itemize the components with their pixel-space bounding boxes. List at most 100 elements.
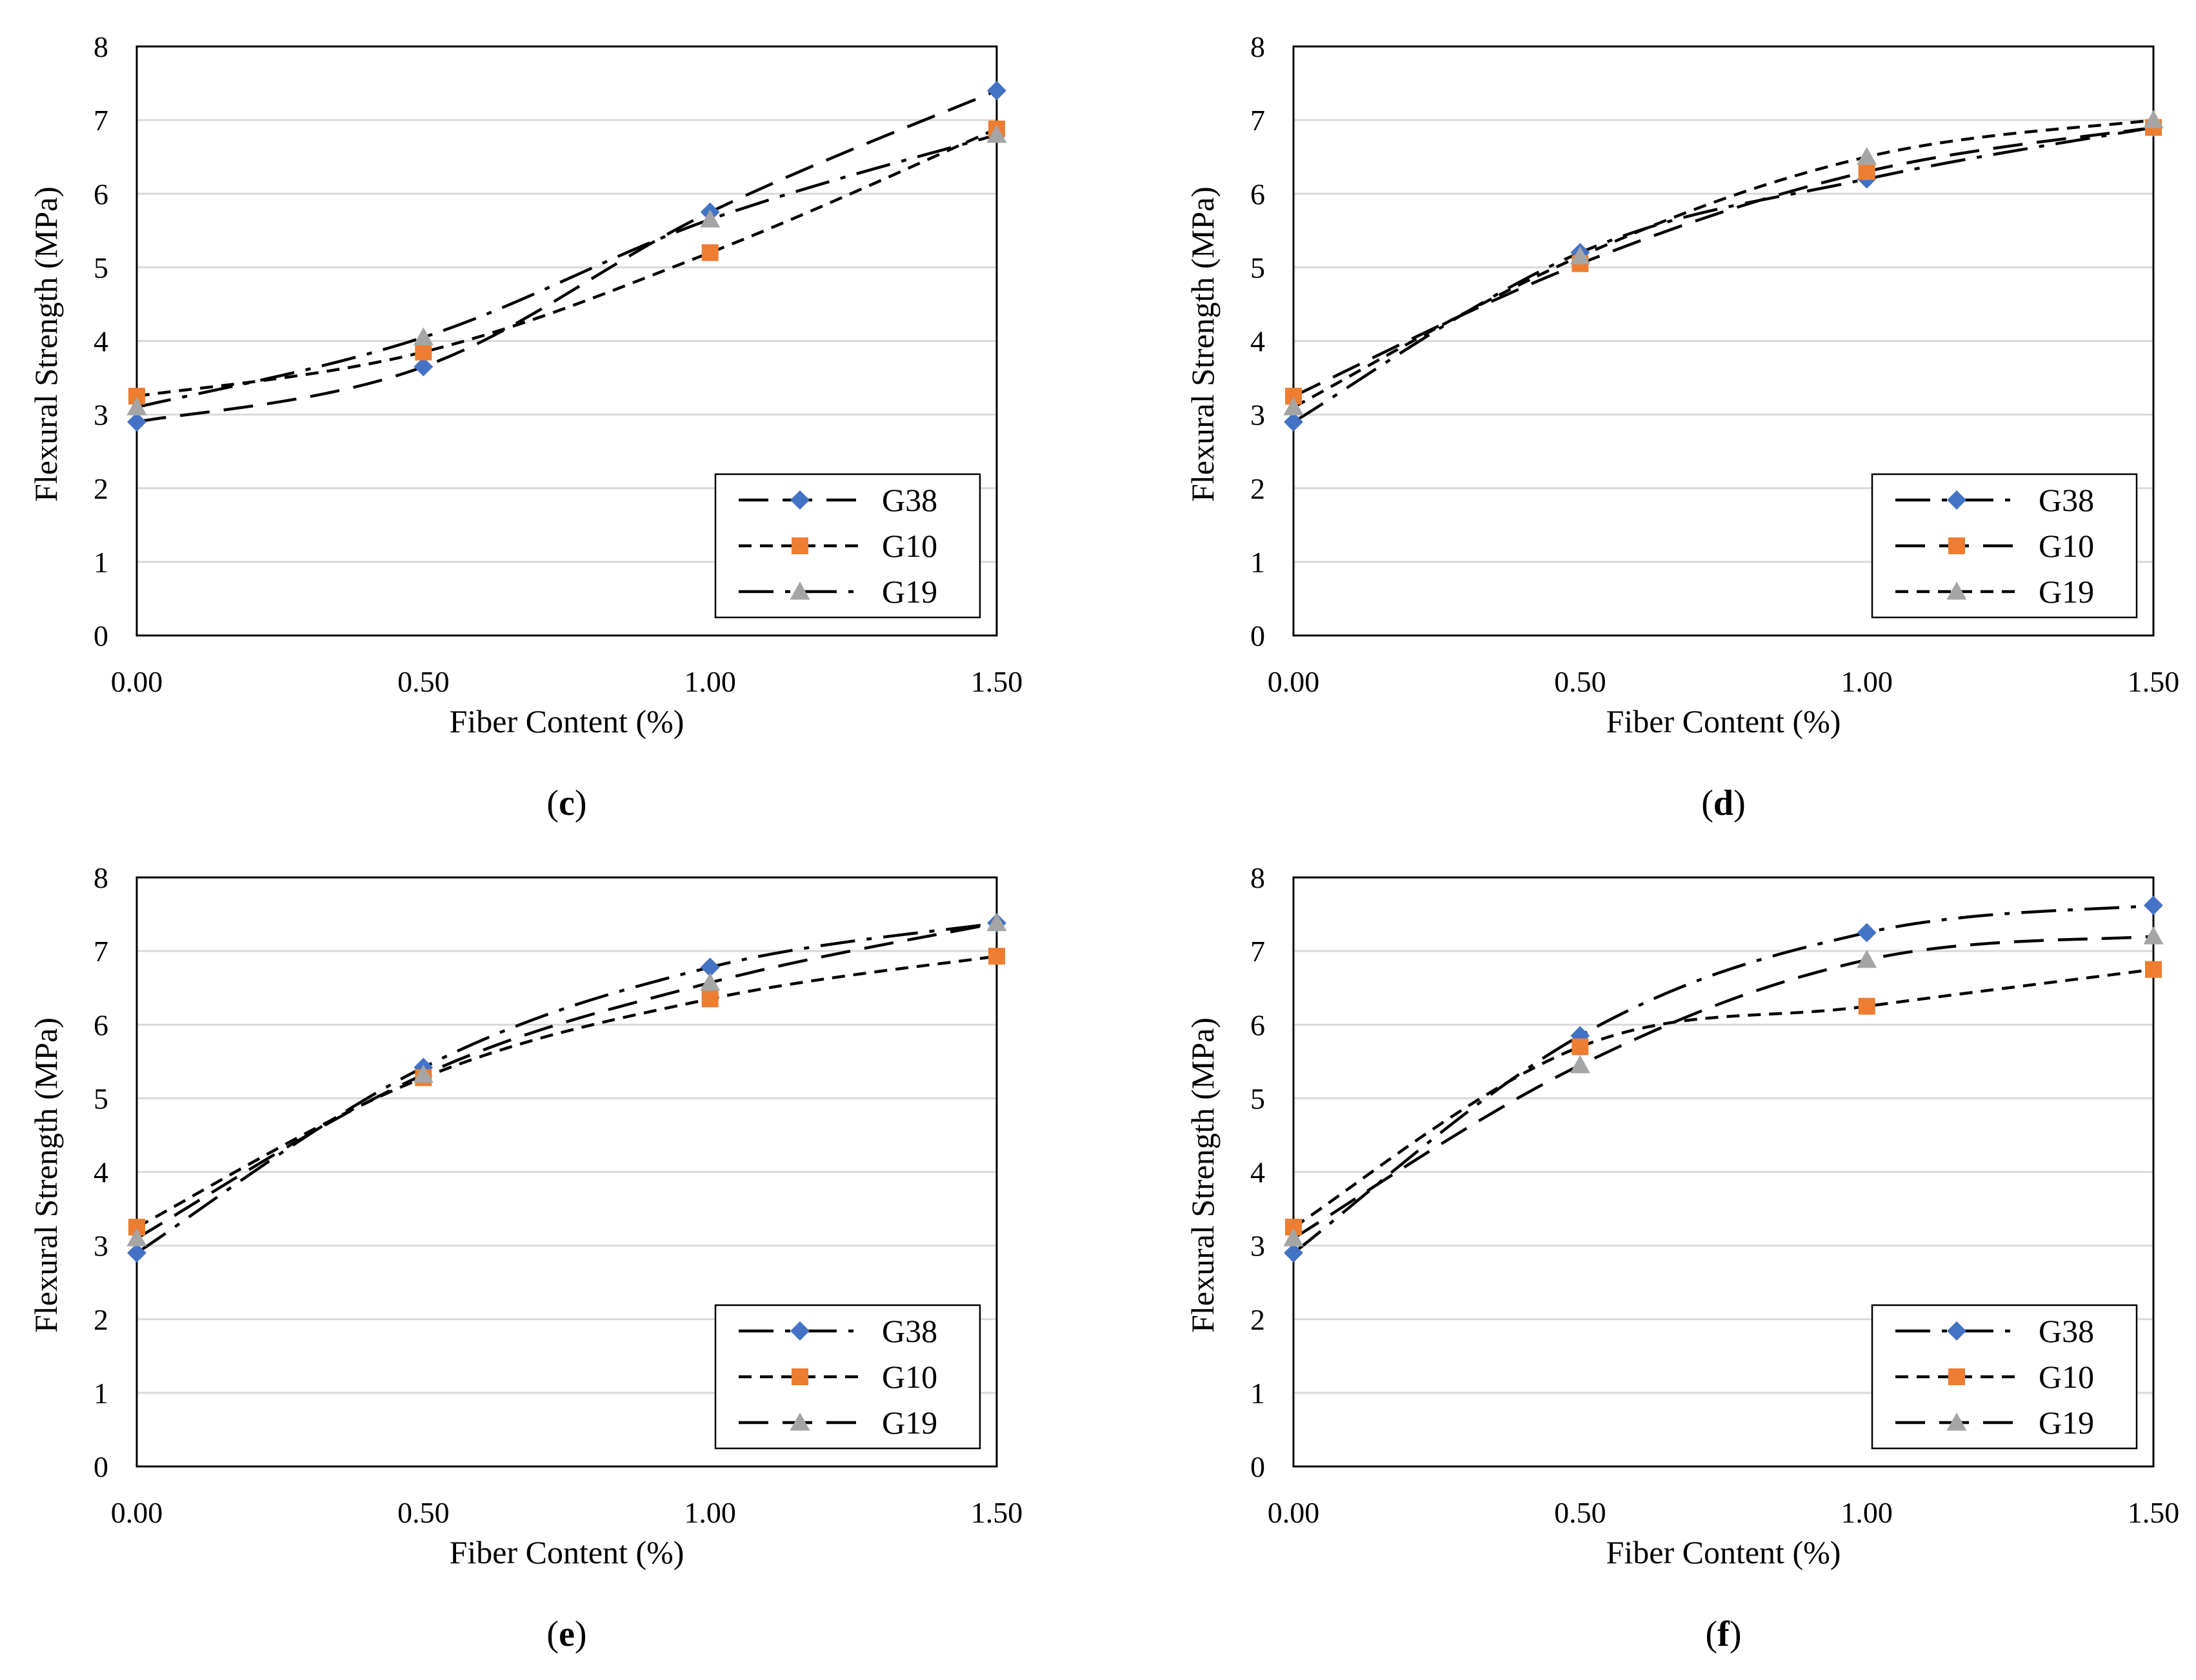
y-tick-label: 4 <box>94 1156 108 1189</box>
x-tick-label: 1.50 <box>2128 1496 2180 1529</box>
y-tick-label: 1 <box>94 546 108 579</box>
series-line-g38 <box>1292 904 2154 1254</box>
legend-marker <box>790 490 810 510</box>
legend-label-g38: G38 <box>882 482 937 518</box>
legend-label-g19: G19 <box>882 1405 937 1441</box>
x-tick-label: 1.00 <box>684 665 736 698</box>
legend-label-g10: G10 <box>882 528 937 564</box>
y-tick-label: 6 <box>94 1008 108 1041</box>
legend-label-g19: G19 <box>882 574 937 610</box>
data-point-g19 <box>1857 950 1877 968</box>
y-tick-label: 2 <box>1250 472 1265 505</box>
y-tick-label: 3 <box>94 1230 108 1263</box>
data-point-g19 <box>986 913 1007 932</box>
y-tick-label: 4 <box>1250 1156 1265 1189</box>
data-point-g10 <box>1858 163 1875 181</box>
series-line-g10 <box>1293 126 2154 398</box>
legend-label-g19: G19 <box>2039 1405 2094 1441</box>
y-tick-label: 4 <box>1250 325 1265 358</box>
series-line-g10 <box>136 127 997 398</box>
y-axis-title: Flexural Strength (MPa) <box>28 186 64 502</box>
chart-panel-c: 0 1 2 3 4 5 6 7 8 0.00 0.50 1.00 1.50 Fiber Content (… <box>28 30 1023 823</box>
chart-panel-d: 0 1 2 3 4 5 6 7 8 0.00 0.50 1.00 1.50 Fiber Content (… <box>1184 30 2179 823</box>
series-line-g19 <box>1292 935 2154 1240</box>
data-point-g10 <box>2145 961 2162 978</box>
x-tick-label: 0.50 <box>1554 1496 1606 1529</box>
y-tick-label: 1 <box>1250 546 1265 579</box>
y-axis-title: Flexural Strength (MPa) <box>1184 1017 1221 1333</box>
legend-label-g10: G10 <box>2039 1359 2094 1395</box>
legend-label-g10: G10 <box>2039 528 2094 564</box>
y-tick-label: 0 <box>1250 619 1265 652</box>
data-point-g19 <box>2143 926 2164 945</box>
data-point-g10 <box>701 244 719 261</box>
y-tick-label: 5 <box>94 1082 108 1115</box>
y-tick-label: 4 <box>94 325 108 358</box>
x-axis-title: Fiber Content (%) <box>1606 703 1841 739</box>
data-point-g19 <box>2143 110 2164 128</box>
y-tick-label: 3 <box>1250 1230 1265 1263</box>
x-tick-label: 1.50 <box>2128 665 2180 698</box>
x-tick-label: 1.50 <box>971 665 1023 698</box>
y-axis-title: Flexural Strength (MPa) <box>28 1017 64 1333</box>
y-tick-label: 8 <box>94 861 108 894</box>
data-point-g38 <box>2144 895 2163 915</box>
y-tick-label: 2 <box>1250 1303 1265 1336</box>
x-tick-label: 0.50 <box>1554 665 1606 698</box>
legend-label-g38: G38 <box>2039 482 2094 518</box>
data-point-g10 <box>1858 997 1875 1015</box>
panel-label-d: (d) <box>1701 783 1745 823</box>
data-point-g10 <box>1572 1038 1589 1055</box>
y-tick-label: 1 <box>94 1377 108 1410</box>
y-tick-label: 1 <box>1250 1377 1265 1410</box>
y-axis-title: Flexural Strength (MPa) <box>1184 186 1221 502</box>
data-point-g38 <box>1284 1243 1303 1263</box>
data-point-g38 <box>1857 923 1877 943</box>
data-point-g19 <box>700 972 721 991</box>
legend: G38 G10 G19 <box>714 1304 981 1450</box>
legend: G38 G10 G19 <box>1871 473 2138 619</box>
data-point-g19 <box>1857 146 1877 165</box>
y-tick-label: 3 <box>94 399 108 432</box>
data-point-g19 <box>1283 1228 1304 1246</box>
y-tick-label: 5 <box>1250 251 1265 284</box>
panel-label-c: (c) <box>546 783 586 823</box>
chart-panel-e: 0 1 2 3 4 5 6 7 8 0.00 0.50 1.00 1.50 Fiber Content (… <box>28 861 1023 1654</box>
y-tick-label: 7 <box>94 104 108 137</box>
y-tick-label: 0 <box>1250 1450 1265 1483</box>
series-line-g10 <box>1292 968 2154 1228</box>
legend-label-g38: G38 <box>2039 1313 2094 1349</box>
panel-label-f: (f) <box>1706 1614 1742 1654</box>
legend-label-g10: G10 <box>882 1359 937 1395</box>
plot-area-frame <box>1292 45 2155 637</box>
series-line-g38 <box>1292 126 2154 423</box>
plot-area-frame <box>135 876 998 1468</box>
y-tick-label: 8 <box>1250 30 1265 63</box>
legend-marker <box>790 581 810 600</box>
y-tick-label: 7 <box>94 935 108 968</box>
series-line-g38 <box>136 89 997 424</box>
y-tick-label: 6 <box>1250 177 1265 210</box>
plot-area-frame <box>135 45 998 637</box>
y-tick-label: 0 <box>94 619 108 652</box>
x-tick-label: 1.50 <box>971 1496 1023 1529</box>
y-tick-label: 0 <box>94 1450 108 1483</box>
data-point-g38 <box>414 357 434 377</box>
y-tick-label: 7 <box>1250 935 1265 968</box>
legend-marker <box>1948 537 1965 554</box>
legend-marker <box>1946 581 1967 600</box>
x-tick-label: 0.00 <box>111 1496 163 1529</box>
x-tick-label: 1.00 <box>684 1496 736 1529</box>
y-tick-label: 7 <box>1250 104 1265 137</box>
legend: G38 G10 G19 <box>714 473 981 619</box>
chart-panel-f: 0 1 2 3 4 5 6 7 8 0.00 0.50 1.00 1.50 Fiber Content (… <box>1184 861 2179 1654</box>
y-tick-label: 3 <box>1250 399 1265 432</box>
x-axis-title: Fiber Content (%) <box>1606 1534 1841 1570</box>
x-tick-label: 0.00 <box>1268 665 1320 698</box>
legend-marker <box>792 1368 808 1385</box>
data-point-g38 <box>1284 412 1303 432</box>
legend-label-g19: G19 <box>2039 574 2094 610</box>
legend: G38 G10 G19 <box>1871 1304 2138 1450</box>
data-point-g19 <box>1283 397 1304 415</box>
